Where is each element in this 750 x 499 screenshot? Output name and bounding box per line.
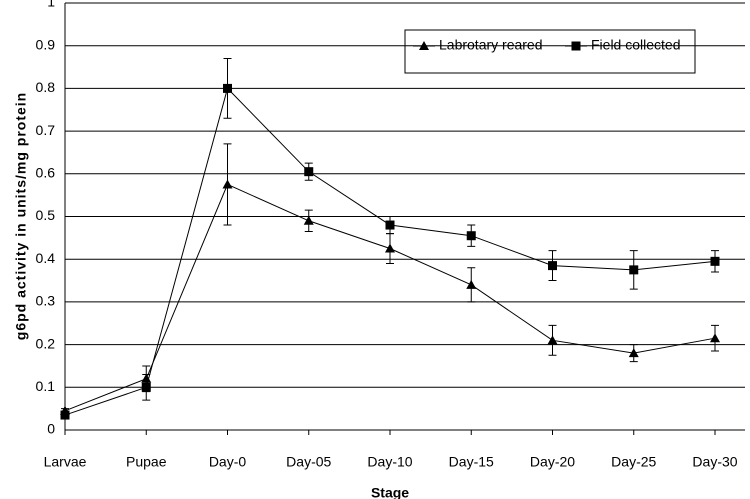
x-tick-label: Day-15 — [449, 454, 494, 470]
y-tick-label: 1 — [47, 0, 55, 10]
marker — [466, 231, 476, 241]
y-tick-label: 0 — [47, 421, 55, 437]
marker — [548, 261, 557, 271]
y-tick-label: 0.9 — [36, 36, 56, 52]
x-tick-label: Day-10 — [367, 454, 412, 470]
y-tick-label: 0.3 — [36, 293, 56, 309]
x-tick-label: Day-05 — [286, 454, 331, 470]
marker — [141, 382, 151, 392]
marker — [222, 179, 233, 189]
legend-marker — [419, 41, 429, 50]
marker — [60, 410, 70, 420]
x-axis-label: Stage — [371, 485, 409, 499]
marker — [385, 243, 395, 253]
y-tick-label: 0.5 — [36, 207, 56, 223]
marker — [303, 215, 314, 225]
marker — [223, 83, 232, 93]
x-tick-label: Day-30 — [692, 454, 737, 470]
marker — [710, 256, 720, 266]
x-tick-label: Pupae — [126, 454, 167, 470]
y-tick-label: 0.7 — [36, 122, 56, 138]
legend-box — [404, 29, 696, 74]
marker — [547, 335, 558, 345]
marker — [628, 348, 639, 358]
marker — [385, 220, 395, 230]
x-tick-label: Larvae — [44, 454, 87, 470]
x-tick-label: Day-20 — [530, 454, 575, 470]
legend-label: Labrotary reared — [439, 37, 543, 53]
marker — [466, 279, 477, 289]
y-tick-label: 0.6 — [36, 165, 56, 181]
marker — [710, 333, 720, 343]
marker — [304, 167, 314, 177]
y-tick-label: 0.8 — [36, 79, 56, 95]
y-tick-label: 0.4 — [36, 250, 56, 266]
legend-marker — [571, 41, 581, 51]
y-axis-label: g6pd activity in units/mg protein — [13, 92, 29, 340]
y-tick-label: 0.2 — [36, 335, 56, 351]
x-tick-label: Day-0 — [209, 454, 247, 470]
marker — [629, 265, 639, 275]
legend-label: Field collected — [591, 37, 681, 53]
x-tick-label: Day-25 — [611, 454, 656, 470]
y-tick-label: 0.1 — [36, 378, 56, 394]
